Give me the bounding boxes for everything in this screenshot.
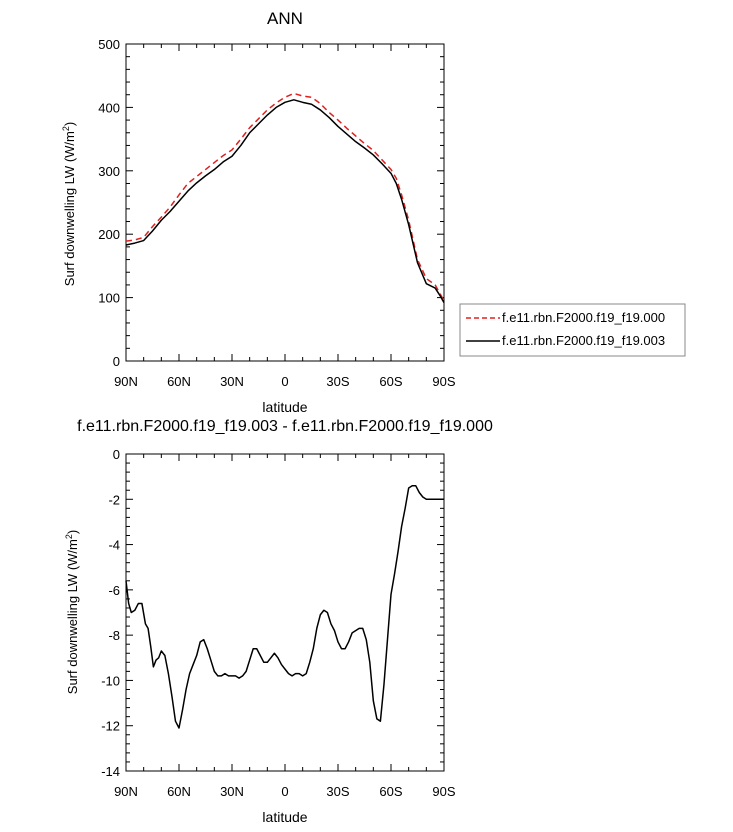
legend-label-series-2: f.e11.rbn.F2000.f19_f19.003	[502, 333, 665, 348]
top-series-group	[125, 92, 445, 304]
top-x-tick-label: 90S	[432, 374, 455, 389]
top-x-tick-label: 30S	[326, 374, 349, 389]
bottom-x-tick-label: 60S	[379, 784, 402, 799]
legend-label-series-1: f.e11.rbn.F2000.f19_f19.000	[502, 310, 665, 325]
bottom-series-line-1	[125, 484, 444, 729]
top-y-tick-label: 300	[98, 164, 120, 179]
bottom-series-group	[125, 484, 444, 729]
bottom-y-tick-label: -10	[101, 673, 120, 688]
top-y-tick-label: 500	[98, 37, 120, 52]
top-y-tick-label: 200	[98, 227, 120, 242]
top-x-tick-label: 30N	[220, 374, 244, 389]
top-y-tick-label: 400	[98, 100, 120, 115]
bottom-chart-title: f.e11.rbn.F2000.f19_f19.003 - f.e11.rbn.…	[77, 418, 493, 435]
bottom-x-tick-label: 60N	[167, 784, 191, 799]
bottom-y-tick-label: 0	[113, 447, 120, 462]
bottom-y-tick-label: -12	[101, 719, 120, 734]
bottom-panel: f.e11.rbn.F2000.f19_f19.003 - f.e11.rbn.…	[64, 418, 493, 825]
bottom-x-axis-label: latitude	[262, 809, 307, 825]
top-x-tick-label: 90N	[114, 374, 138, 389]
top-y-tick-label: 0	[113, 354, 120, 369]
bottom-x-tick-label: 0	[281, 784, 288, 799]
bottom-x-tick-label: 30N	[220, 784, 244, 799]
top-x-tick-label: 60N	[167, 374, 191, 389]
bottom-x-tick-label: 90N	[114, 784, 138, 799]
top-panel: ANN 0 100 200 300 400 500 90N 60N 30N 0 30S 60S 90S…	[61, 9, 686, 415]
bottom-y-axis-label: Surf downwelling LW (W/m2)	[64, 530, 80, 694]
bottom-x-axis: 90N 60N 30N 0 30S 60S 90S	[114, 454, 456, 799]
top-y-tick-label: 100	[98, 291, 120, 306]
top-x-axis-label: latitude	[262, 399, 307, 415]
legend: f.e11.rbn.F2000.f19_f19.000 f.e11.rbn.F2…	[459, 303, 686, 357]
top-series-line-1	[125, 92, 445, 302]
bottom-y-tick-label: -8	[108, 628, 120, 643]
top-x-axis: 90N 60N 30N 0 30S 60S 90S	[114, 44, 456, 389]
bottom-plot-frame	[125, 453, 445, 772]
bottom-x-tick-label: 90S	[432, 784, 455, 799]
top-x-tick-label: 0	[281, 374, 288, 389]
bottom-y-tick-label: -2	[108, 492, 120, 507]
bottom-y-tick-label: -14	[101, 764, 120, 779]
bottom-x-tick-label: 30S	[326, 784, 349, 799]
bottom-y-tick-label: -6	[108, 583, 120, 598]
legend-box	[459, 303, 686, 357]
top-y-axis: 0 100 200 300 400 500	[98, 37, 444, 369]
bottom-y-axis: 0 -2 -4 -6 -8 -10 -12 -14	[101, 447, 444, 779]
top-series-line-2	[125, 99, 445, 304]
top-x-tick-label: 60S	[379, 374, 402, 389]
top-chart-title: ANN	[267, 9, 303, 28]
top-y-axis-label: Surf downwelling LW (W/m2)	[61, 122, 77, 286]
bottom-y-tick-label: -4	[108, 538, 120, 553]
